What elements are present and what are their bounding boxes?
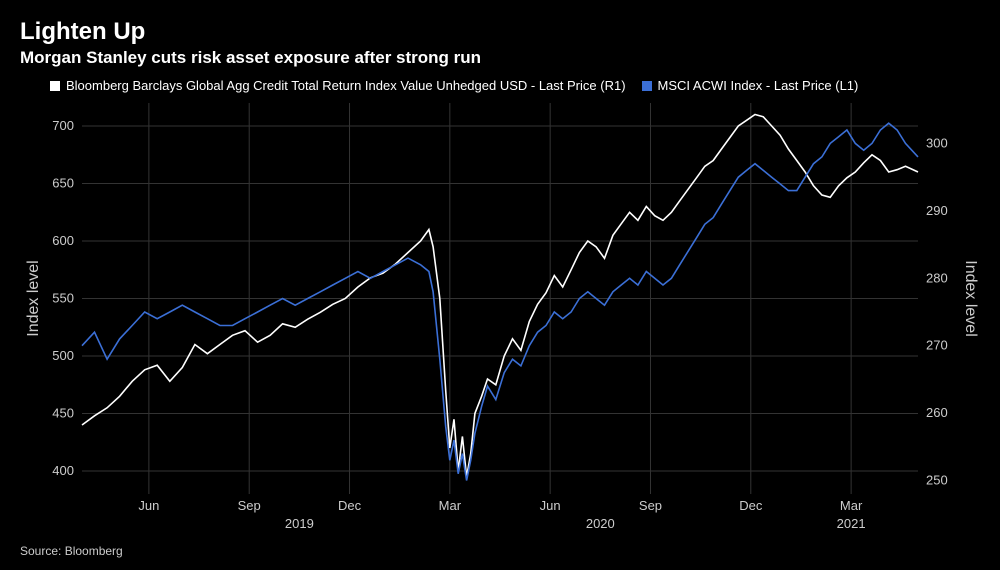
svg-text:Sep: Sep [238,498,261,513]
svg-text:450: 450 [52,406,74,421]
svg-text:550: 550 [52,291,74,306]
svg-text:2019: 2019 [285,516,314,531]
legend-label-0: Bloomberg Barclays Global Agg Credit Tot… [66,78,626,93]
chart-source: Source: Bloomberg [20,544,980,558]
chart-title: Lighten Up [20,18,980,46]
svg-text:2021: 2021 [837,516,866,531]
svg-text:400: 400 [52,463,74,478]
svg-text:Index level: Index level [25,260,42,337]
svg-text:300: 300 [926,135,948,150]
svg-text:250: 250 [926,473,948,488]
svg-text:Jun: Jun [540,498,561,513]
svg-text:700: 700 [52,118,74,133]
svg-text:600: 600 [52,233,74,248]
svg-text:650: 650 [52,176,74,191]
svg-text:Mar: Mar [439,498,462,513]
svg-text:260: 260 [926,405,948,420]
legend-item-0: Bloomberg Barclays Global Agg Credit Tot… [50,78,626,93]
svg-text:Dec: Dec [338,498,362,513]
svg-text:Mar: Mar [840,498,863,513]
chart-subtitle: Morgan Stanley cuts risk asset exposure … [20,48,980,68]
legend-item-1: MSCI ACWI Index - Last Price (L1) [642,78,859,93]
chart-area: 400 450 500 550 600 650 700 250 260 270 280 290 300 J… [20,97,980,538]
svg-text:280: 280 [926,270,948,285]
svg-text:Sep: Sep [639,498,662,513]
legend-label-1: MSCI ACWI Index - Last Price (L1) [658,78,859,93]
line-chart: 400 450 500 550 600 650 700 250 260 270 280 290 300 J… [20,97,980,538]
svg-text:290: 290 [926,203,948,218]
svg-text:Jun: Jun [138,498,159,513]
svg-text:2020: 2020 [586,516,615,531]
svg-text:500: 500 [52,348,74,363]
legend-swatch-0 [50,81,60,91]
svg-text:270: 270 [926,338,948,353]
legend-swatch-1 [642,81,652,91]
legend: Bloomberg Barclays Global Agg Credit Tot… [50,78,980,93]
svg-text:Index level: Index level [962,260,979,337]
svg-text:Dec: Dec [739,498,763,513]
